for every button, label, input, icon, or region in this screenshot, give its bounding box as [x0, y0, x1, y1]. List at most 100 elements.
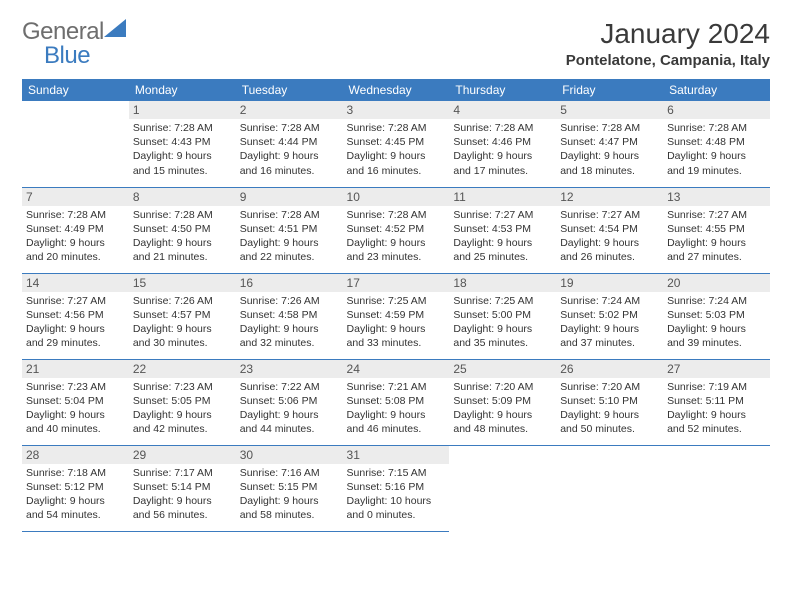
day-info-line: Sunrise: 7:28 AM — [667, 121, 766, 135]
day-info-line: Sunrise: 7:27 AM — [453, 208, 552, 222]
calendar-cell: 26Sunrise: 7:20 AMSunset: 5:10 PMDayligh… — [556, 359, 663, 445]
day-number: 12 — [556, 188, 663, 206]
day-info-line: Daylight: 9 hours — [560, 236, 659, 250]
day-info-line: Sunrise: 7:20 AM — [453, 380, 552, 394]
day-info-line: Daylight: 9 hours — [133, 322, 232, 336]
day-info: Sunrise: 7:28 AMSunset: 4:48 PMDaylight:… — [663, 119, 770, 182]
day-info-line: and 20 minutes. — [26, 250, 125, 264]
day-info-line: Sunset: 4:48 PM — [667, 135, 766, 149]
day-info-line: Sunrise: 7:24 AM — [667, 294, 766, 308]
day-info-line: Sunrise: 7:26 AM — [240, 294, 339, 308]
day-info-line: Sunset: 5:05 PM — [133, 394, 232, 408]
day-info: Sunrise: 7:19 AMSunset: 5:11 PMDaylight:… — [663, 378, 770, 441]
calendar-cell — [663, 445, 770, 531]
day-info-line: Sunset: 4:46 PM — [453, 135, 552, 149]
day-info-line: Daylight: 9 hours — [347, 236, 446, 250]
calendar-cell: 24Sunrise: 7:21 AMSunset: 5:08 PMDayligh… — [343, 359, 450, 445]
day-info-line: Daylight: 9 hours — [26, 236, 125, 250]
calendar-week-row: 28Sunrise: 7:18 AMSunset: 5:12 PMDayligh… — [22, 445, 770, 531]
calendar-cell: 17Sunrise: 7:25 AMSunset: 4:59 PMDayligh… — [343, 273, 450, 359]
day-info-line: and 37 minutes. — [560, 336, 659, 350]
day-number: 20 — [663, 274, 770, 292]
day-info-line: Daylight: 9 hours — [453, 149, 552, 163]
calendar-cell: 31Sunrise: 7:15 AMSunset: 5:16 PMDayligh… — [343, 445, 450, 531]
day-info-line: Sunset: 4:49 PM — [26, 222, 125, 236]
day-info: Sunrise: 7:20 AMSunset: 5:10 PMDaylight:… — [556, 378, 663, 441]
day-info-line: Daylight: 9 hours — [347, 322, 446, 336]
day-info-line: and 39 minutes. — [667, 336, 766, 350]
day-info: Sunrise: 7:22 AMSunset: 5:06 PMDaylight:… — [236, 378, 343, 441]
day-info: Sunrise: 7:27 AMSunset: 4:54 PMDaylight:… — [556, 206, 663, 269]
day-info-line: and 26 minutes. — [560, 250, 659, 264]
calendar-cell: 9Sunrise: 7:28 AMSunset: 4:51 PMDaylight… — [236, 187, 343, 273]
day-info: Sunrise: 7:23 AMSunset: 5:04 PMDaylight:… — [22, 378, 129, 441]
day-info-line: Sunset: 4:54 PM — [560, 222, 659, 236]
day-info-line: Sunset: 5:04 PM — [26, 394, 125, 408]
day-info-line: Sunrise: 7:17 AM — [133, 466, 232, 480]
calendar-cell: 5Sunrise: 7:28 AMSunset: 4:47 PMDaylight… — [556, 101, 663, 187]
day-info-line: Sunrise: 7:21 AM — [347, 380, 446, 394]
day-number: 24 — [343, 360, 450, 378]
calendar-week-row: 7Sunrise: 7:28 AMSunset: 4:49 PMDaylight… — [22, 187, 770, 273]
day-info-line: Sunrise: 7:23 AM — [26, 380, 125, 394]
day-info: Sunrise: 7:28 AMSunset: 4:50 PMDaylight:… — [129, 206, 236, 269]
day-info: Sunrise: 7:28 AMSunset: 4:43 PMDaylight:… — [129, 119, 236, 182]
day-info: Sunrise: 7:23 AMSunset: 5:05 PMDaylight:… — [129, 378, 236, 441]
day-number: 26 — [556, 360, 663, 378]
day-info-line: Daylight: 9 hours — [133, 236, 232, 250]
day-info-line: Sunset: 5:12 PM — [26, 480, 125, 494]
day-info-line: Sunset: 4:53 PM — [453, 222, 552, 236]
day-info-line: and 30 minutes. — [133, 336, 232, 350]
calendar-cell: 20Sunrise: 7:24 AMSunset: 5:03 PMDayligh… — [663, 273, 770, 359]
day-info-line: Sunset: 5:11 PM — [667, 394, 766, 408]
day-info-line: Sunset: 4:59 PM — [347, 308, 446, 322]
day-info: Sunrise: 7:27 AMSunset: 4:56 PMDaylight:… — [22, 292, 129, 355]
dayhead-tuesday: Tuesday — [236, 79, 343, 101]
day-info-line: Sunrise: 7:25 AM — [453, 294, 552, 308]
day-info-line: and 44 minutes. — [240, 422, 339, 436]
calendar-cell: 11Sunrise: 7:27 AMSunset: 4:53 PMDayligh… — [449, 187, 556, 273]
day-info-line: Daylight: 9 hours — [26, 408, 125, 422]
day-info: Sunrise: 7:24 AMSunset: 5:03 PMDaylight:… — [663, 292, 770, 355]
day-info-line: Sunrise: 7:28 AM — [560, 121, 659, 135]
day-number: 18 — [449, 274, 556, 292]
day-info-line: and 16 minutes. — [347, 164, 446, 178]
calendar-cell: 22Sunrise: 7:23 AMSunset: 5:05 PMDayligh… — [129, 359, 236, 445]
day-info-line: Sunrise: 7:23 AM — [133, 380, 232, 394]
day-info: Sunrise: 7:26 AMSunset: 4:57 PMDaylight:… — [129, 292, 236, 355]
logo-triangle-icon — [104, 19, 126, 42]
day-info-line: Sunset: 5:10 PM — [560, 394, 659, 408]
day-info-line: Daylight: 9 hours — [560, 408, 659, 422]
day-number: 14 — [22, 274, 129, 292]
day-info-line: Sunset: 4:51 PM — [240, 222, 339, 236]
calendar-cell: 1Sunrise: 7:28 AMSunset: 4:43 PMDaylight… — [129, 101, 236, 187]
dayhead-thursday: Thursday — [449, 79, 556, 101]
page-title: January 2024 — [566, 18, 770, 50]
calendar-cell — [556, 445, 663, 531]
day-info-line: Sunset: 5:14 PM — [133, 480, 232, 494]
day-info-line: and 19 minutes. — [667, 164, 766, 178]
calendar-cell: 13Sunrise: 7:27 AMSunset: 4:55 PMDayligh… — [663, 187, 770, 273]
calendar-cell: 25Sunrise: 7:20 AMSunset: 5:09 PMDayligh… — [449, 359, 556, 445]
day-info-line: Sunrise: 7:28 AM — [347, 208, 446, 222]
day-info-line: Sunset: 5:06 PM — [240, 394, 339, 408]
calendar-table: Sunday Monday Tuesday Wednesday Thursday… — [22, 79, 770, 532]
day-info: Sunrise: 7:24 AMSunset: 5:02 PMDaylight:… — [556, 292, 663, 355]
day-number: 8 — [129, 188, 236, 206]
day-info-line: and 27 minutes. — [667, 250, 766, 264]
day-info-line: and 46 minutes. — [347, 422, 446, 436]
day-info-line: and 18 minutes. — [560, 164, 659, 178]
day-info-line: Sunrise: 7:19 AM — [667, 380, 766, 394]
day-info-line: Sunset: 4:44 PM — [240, 135, 339, 149]
page-subtitle: Pontelatone, Campania, Italy — [566, 52, 770, 69]
day-info-line: and 0 minutes. — [347, 508, 446, 522]
day-info-line: and 40 minutes. — [26, 422, 125, 436]
day-info-line: Sunset: 5:15 PM — [240, 480, 339, 494]
day-number: 19 — [556, 274, 663, 292]
day-info: Sunrise: 7:17 AMSunset: 5:14 PMDaylight:… — [129, 464, 236, 527]
dayhead-sunday: Sunday — [22, 79, 129, 101]
day-info-line: and 33 minutes. — [347, 336, 446, 350]
calendar-cell: 29Sunrise: 7:17 AMSunset: 5:14 PMDayligh… — [129, 445, 236, 531]
day-number: 22 — [129, 360, 236, 378]
day-info-line: and 23 minutes. — [347, 250, 446, 264]
